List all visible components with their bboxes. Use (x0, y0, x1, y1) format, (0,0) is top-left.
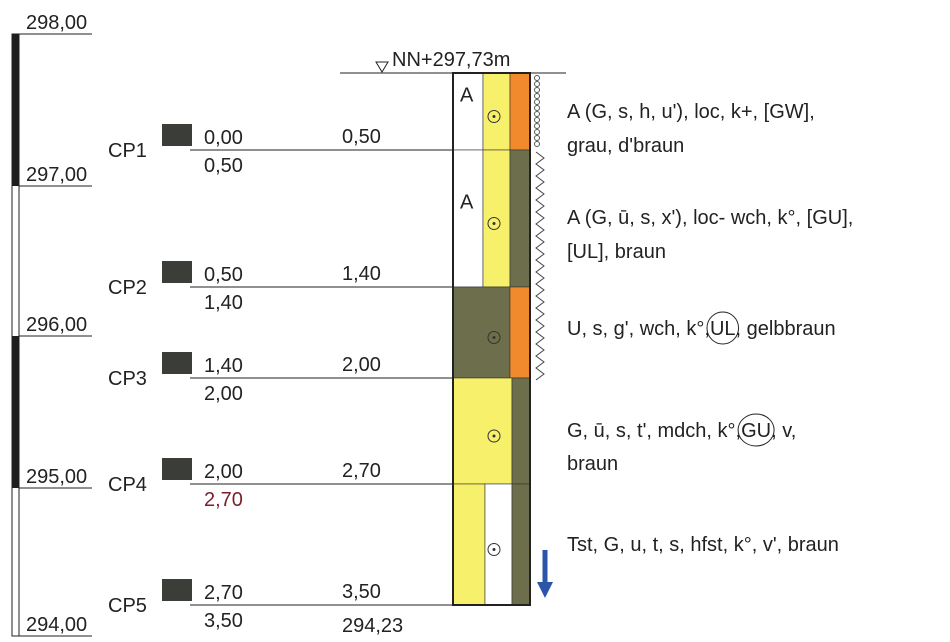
elevation-label: 294,00 (26, 614, 87, 636)
sample-top: 1,40 (204, 355, 243, 377)
soil-cell (512, 378, 530, 484)
borehole-log: NN+297,73m 294,23 298,00 297,00 296,00 295,… (0, 0, 950, 642)
soil-symbol (493, 548, 496, 551)
gravel-symbol (535, 94, 540, 99)
sample-top: 2,00 (204, 461, 243, 483)
sample-box (162, 352, 192, 374)
gravel-symbol (535, 142, 540, 147)
water-symbol (376, 62, 388, 72)
soil-cell (485, 484, 512, 605)
sample-name: CP2 (108, 277, 147, 299)
layer-description: G, ū, s, t', mdch, k°, (567, 420, 741, 442)
arrow-head (537, 582, 553, 598)
layer-description: , gelbbraun (736, 318, 836, 340)
sample-bottom: 2,00 (204, 383, 243, 405)
sample-top: 0,50 (204, 264, 243, 286)
silt-symbol (536, 152, 544, 380)
gravel-symbol (535, 136, 540, 141)
soil-cell (453, 484, 485, 605)
elevation-label: 298,00 (26, 12, 87, 34)
layer-description: grau, d'braun (567, 135, 684, 157)
gravel-symbol (535, 82, 540, 87)
sample-top: 2,70 (204, 582, 243, 604)
layer-depth: 1,40 (342, 263, 381, 285)
sample-bottom: 1,40 (204, 292, 243, 314)
water-level-label: NN+297,73m (392, 49, 510, 71)
layer-depth: 3,50 (342, 581, 381, 603)
sample-name: CP5 (108, 595, 147, 617)
layer-description: [UL], braun (567, 241, 666, 263)
soil-cell (510, 287, 530, 378)
layer-symbol: A (460, 85, 474, 107)
layer-depth: 0,50 (342, 126, 381, 148)
soil-cell (453, 287, 510, 378)
layer-description: , v, (771, 420, 796, 442)
gravel-symbol (535, 130, 540, 135)
gravel-symbol (535, 76, 540, 81)
soil-cell (453, 378, 512, 484)
sample-box (162, 579, 192, 601)
layer-description: Tst, G, u, t, s, hfst, k°, v', braun (567, 534, 839, 556)
soil-symbol (493, 336, 496, 339)
elevation-band (12, 34, 19, 186)
layer-description: braun (567, 453, 618, 475)
sample-name: CP4 (108, 474, 147, 496)
soil-cell (510, 73, 530, 150)
base-elevation: 294,23 (342, 615, 403, 637)
soil-symbol (493, 435, 496, 438)
gravel-symbol (535, 106, 540, 111)
sample-top: 0,00 (204, 127, 243, 149)
elevation-label: 297,00 (26, 164, 87, 186)
elevation-band (12, 336, 19, 488)
sample-name: CP1 (108, 140, 147, 162)
gravel-symbol (535, 112, 540, 117)
soil-cell (453, 150, 483, 287)
layer-depth: 2,70 (342, 460, 381, 482)
layer-description: U, s, g', wch, k°, (567, 318, 710, 340)
soil-symbol (493, 115, 496, 118)
layer-description: A (G, s, h, u'), loc, k+, [GW], (567, 101, 815, 123)
layer-description: A (G, ū, s, x'), loc- wch, k°, [GU], (567, 207, 853, 229)
layer-symbol: A (460, 192, 474, 214)
gravel-symbol (535, 118, 540, 123)
sample-bottom: 3,50 (204, 610, 243, 632)
sample-bottom: 0,50 (204, 155, 243, 177)
layer-depth: 2,00 (342, 354, 381, 376)
sample-name: CP3 (108, 368, 147, 390)
sample-bottom: 2,70 (204, 489, 243, 511)
elevation-label: 296,00 (26, 314, 87, 336)
elevation-label: 295,00 (26, 466, 87, 488)
sample-box (162, 124, 192, 146)
soil-symbol (493, 222, 496, 225)
sample-box (162, 458, 192, 480)
soil-cell (512, 484, 530, 605)
gravel-symbol (535, 124, 540, 129)
layer-description: UL (710, 318, 736, 340)
gravel-symbol (535, 100, 540, 105)
gravel-symbol (535, 88, 540, 93)
soil-cell (510, 150, 530, 287)
sample-box (162, 261, 192, 283)
layer-description: GU (741, 420, 771, 442)
